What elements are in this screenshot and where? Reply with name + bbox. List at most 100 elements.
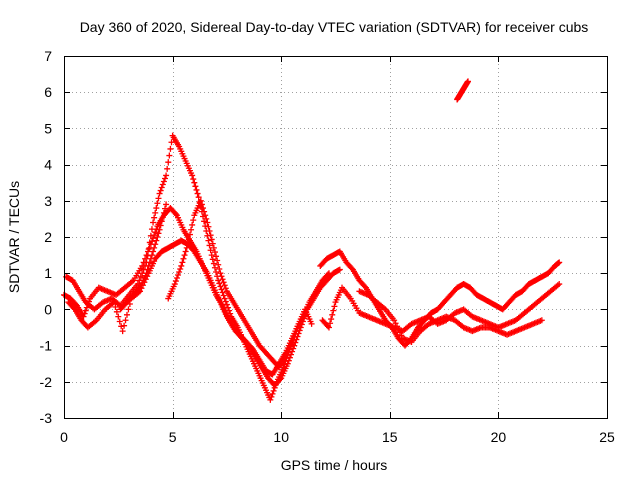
data-point: [308, 320, 315, 327]
data-point: [165, 159, 172, 166]
data-point: [202, 212, 209, 219]
data-point: [176, 268, 183, 275]
data-point: [154, 234, 161, 240]
data-point: [224, 304, 231, 311]
data-point: [143, 270, 150, 277]
data-point: [217, 270, 224, 277]
data-point: [218, 273, 225, 280]
data-point: [214, 257, 221, 264]
series-track-a: [61, 205, 343, 389]
data-point: [151, 214, 158, 221]
data-point: [193, 186, 200, 193]
data-point: [190, 176, 197, 183]
data-point: [151, 244, 158, 251]
y-tick-label: -3: [40, 410, 53, 426]
data-point: [210, 260, 217, 267]
data-point: [161, 205, 168, 212]
data-point: [181, 252, 188, 259]
data-point: [222, 298, 229, 305]
data-point: [148, 252, 155, 259]
x-tick-label: 25: [599, 429, 615, 445]
data-point: [271, 384, 278, 391]
series-track-b: [63, 132, 332, 403]
data-point: [173, 275, 180, 282]
data-point: [218, 286, 225, 293]
data-point: [205, 237, 212, 244]
data-point: [185, 236, 192, 243]
data-point: [556, 259, 563, 266]
data-point: [123, 311, 130, 318]
data-point: [147, 255, 154, 262]
data-point: [155, 195, 162, 202]
data-point: [153, 237, 160, 244]
data-point: [154, 200, 161, 207]
data-point: [142, 255, 149, 262]
y-tick-label: 2: [44, 229, 52, 245]
data-point: [179, 259, 186, 266]
data-point: [248, 345, 255, 352]
data-point: [189, 172, 196, 179]
data-point: [190, 217, 197, 224]
data-point: [164, 165, 171, 172]
data-point: [171, 281, 178, 288]
data-point: [464, 78, 471, 85]
data-point: [160, 209, 167, 216]
data-point: [150, 219, 157, 226]
data-point: [210, 244, 217, 251]
data-point: [156, 190, 163, 197]
data-point: [361, 283, 368, 290]
data-point: [201, 208, 208, 215]
data-point: [112, 303, 119, 310]
data-point: [216, 265, 223, 272]
data-point: [219, 289, 226, 296]
axis-ticks: 0 5 10 15 20 25 -3 -2 -1 0 1 2 3 4 5 6 7: [40, 48, 615, 445]
y-tick-label: 0: [44, 301, 52, 317]
data-point: [183, 244, 190, 251]
y-tick-label: 7: [44, 48, 52, 64]
data-point: [148, 226, 155, 233]
data-point: [172, 278, 179, 285]
data-point: [158, 184, 165, 191]
data-point: [538, 317, 545, 324]
data-point: [155, 230, 162, 237]
data-point: [184, 241, 191, 248]
data-point: [556, 281, 563, 288]
data-point: [215, 277, 222, 284]
data-point: [205, 223, 212, 230]
data-point: [270, 387, 277, 394]
data-point: [167, 145, 174, 152]
y-tick-label: 5: [44, 120, 52, 136]
data-point: [157, 222, 164, 229]
data-point: [336, 266, 343, 273]
data-point: [398, 332, 405, 339]
data-point: [152, 209, 159, 216]
data-point: [394, 323, 401, 330]
x-tick-label: 5: [169, 429, 177, 445]
data-point: [115, 313, 122, 320]
data-point: [125, 306, 132, 313]
data-point: [203, 215, 210, 222]
data-point: [163, 201, 170, 208]
series-track-h: [454, 78, 471, 103]
data-point: [159, 181, 166, 188]
series-track-c: [65, 237, 315, 378]
data-point: [211, 249, 218, 256]
y-axis-label: SDTVAR / TECUs: [6, 181, 22, 293]
data-point: [324, 271, 331, 278]
data-points: [61, 78, 563, 403]
data-point: [204, 219, 211, 226]
data-point: [70, 305, 77, 312]
data-point: [324, 323, 331, 330]
data-point: [395, 326, 402, 333]
data-point: [211, 264, 218, 271]
series-track-d: [165, 197, 296, 371]
data-point: [156, 226, 163, 233]
data-point: [221, 295, 228, 302]
data-point: [213, 268, 220, 275]
data-point: [182, 248, 189, 255]
data-point: [147, 232, 154, 239]
data-point: [206, 227, 213, 234]
x-axis-label: GPS time / hours: [281, 457, 388, 473]
data-point: [190, 247, 197, 254]
